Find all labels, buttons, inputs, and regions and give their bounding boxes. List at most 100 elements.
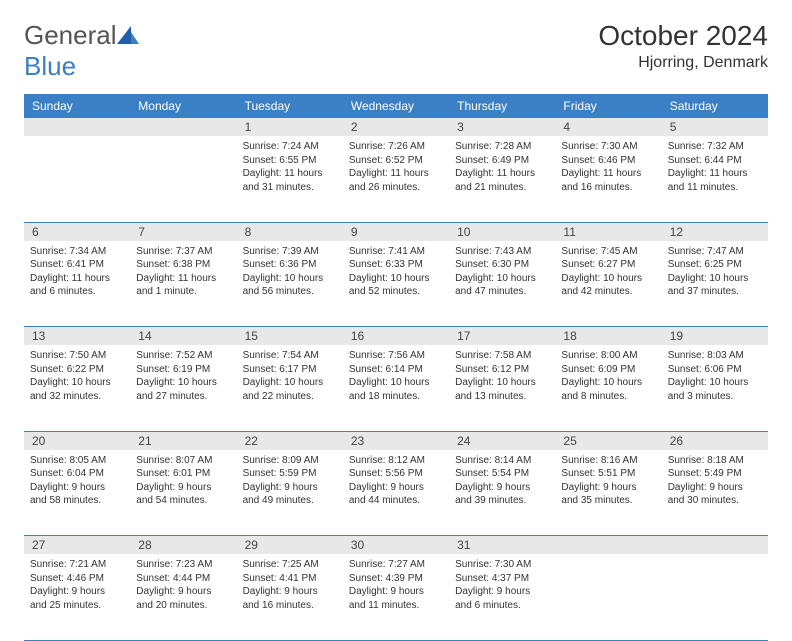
- day-cell: Sunrise: 8:18 AM Sunset: 5:49 PM Dayligh…: [662, 450, 768, 536]
- day-cell-text: Sunrise: 7:37 AM Sunset: 6:38 PM Dayligh…: [136, 245, 230, 299]
- day-number: 28: [130, 536, 236, 555]
- logo-word2: Blue: [24, 51, 76, 81]
- week-row: Sunrise: 7:24 AM Sunset: 6:55 PM Dayligh…: [24, 136, 768, 222]
- day-cell-text: Sunrise: 7:45 AM Sunset: 6:27 PM Dayligh…: [561, 245, 655, 299]
- day-header: Wednesday: [343, 94, 449, 118]
- day-cell-text: Sunrise: 8:09 AM Sunset: 5:59 PM Dayligh…: [243, 454, 337, 508]
- day-cell: Sunrise: 7:58 AM Sunset: 6:12 PM Dayligh…: [449, 345, 555, 431]
- day-cell-text: Sunrise: 7:43 AM Sunset: 6:30 PM Dayligh…: [455, 245, 549, 299]
- day-cell: Sunrise: 7:37 AM Sunset: 6:38 PM Dayligh…: [130, 241, 236, 327]
- day-number: 15: [237, 327, 343, 346]
- day-cell: Sunrise: 7:50 AM Sunset: 6:22 PM Dayligh…: [24, 345, 130, 431]
- day-number: 2: [343, 118, 449, 136]
- day-cell: Sunrise: 7:24 AM Sunset: 6:55 PM Dayligh…: [237, 136, 343, 222]
- day-cell: Sunrise: 7:26 AM Sunset: 6:52 PM Dayligh…: [343, 136, 449, 222]
- day-number: 30: [343, 536, 449, 555]
- day-header: Friday: [555, 94, 661, 118]
- day-number: 29: [237, 536, 343, 555]
- day-cell-text: Sunrise: 7:28 AM Sunset: 6:49 PM Dayligh…: [455, 140, 549, 194]
- day-cell: Sunrise: 8:00 AM Sunset: 6:09 PM Dayligh…: [555, 345, 661, 431]
- logo-word1: General: [24, 20, 117, 50]
- logo-text: GeneralBlue: [24, 20, 139, 82]
- day-cell: Sunrise: 7:30 AM Sunset: 6:46 PM Dayligh…: [555, 136, 661, 222]
- day-number: 5: [662, 118, 768, 136]
- day-cell-text: Sunrise: 7:56 AM Sunset: 6:14 PM Dayligh…: [349, 349, 443, 403]
- day-number: 24: [449, 431, 555, 450]
- logo: GeneralBlue: [24, 20, 139, 82]
- day-cell: Sunrise: 7:54 AM Sunset: 6:17 PM Dayligh…: [237, 345, 343, 431]
- day-cell-text: Sunrise: 8:07 AM Sunset: 6:01 PM Dayligh…: [136, 454, 230, 508]
- day-number: [555, 536, 661, 555]
- location: Hjorring, Denmark: [598, 54, 768, 72]
- title-block: October 2024 Hjorring, Denmark: [598, 20, 768, 72]
- day-cell: [130, 136, 236, 222]
- day-cell-text: Sunrise: 8:00 AM Sunset: 6:09 PM Dayligh…: [561, 349, 655, 403]
- day-cell: Sunrise: 7:45 AM Sunset: 6:27 PM Dayligh…: [555, 241, 661, 327]
- day-cell-text: Sunrise: 7:41 AM Sunset: 6:33 PM Dayligh…: [349, 245, 443, 299]
- day-cell-text: Sunrise: 7:32 AM Sunset: 6:44 PM Dayligh…: [668, 140, 762, 194]
- day-cell: Sunrise: 7:52 AM Sunset: 6:19 PM Dayligh…: [130, 345, 236, 431]
- day-cell: Sunrise: 7:39 AM Sunset: 6:36 PM Dayligh…: [237, 241, 343, 327]
- day-cell: Sunrise: 7:21 AM Sunset: 4:46 PM Dayligh…: [24, 554, 130, 640]
- day-number: 27: [24, 536, 130, 555]
- day-number: 6: [24, 222, 130, 241]
- day-cell-text: Sunrise: 7:39 AM Sunset: 6:36 PM Dayligh…: [243, 245, 337, 299]
- day-header: Thursday: [449, 94, 555, 118]
- day-number: [662, 536, 768, 555]
- day-number: 8: [237, 222, 343, 241]
- day-number: [130, 118, 236, 136]
- logo-triangle-icon: [117, 26, 139, 44]
- day-header: Tuesday: [237, 94, 343, 118]
- day-number: 12: [662, 222, 768, 241]
- day-cell-text: Sunrise: 8:18 AM Sunset: 5:49 PM Dayligh…: [668, 454, 762, 508]
- day-number: 26: [662, 431, 768, 450]
- day-cell: Sunrise: 7:25 AM Sunset: 4:41 PM Dayligh…: [237, 554, 343, 640]
- day-cell: Sunrise: 8:14 AM Sunset: 5:54 PM Dayligh…: [449, 450, 555, 536]
- day-number: 31: [449, 536, 555, 555]
- day-cell-text: Sunrise: 7:52 AM Sunset: 6:19 PM Dayligh…: [136, 349, 230, 403]
- day-cell-text: Sunrise: 7:30 AM Sunset: 6:46 PM Dayligh…: [561, 140, 655, 194]
- day-number: 9: [343, 222, 449, 241]
- day-cell-text: Sunrise: 7:27 AM Sunset: 4:39 PM Dayligh…: [349, 558, 443, 612]
- day-cell: Sunrise: 7:28 AM Sunset: 6:49 PM Dayligh…: [449, 136, 555, 222]
- day-cell: Sunrise: 8:05 AM Sunset: 6:04 PM Dayligh…: [24, 450, 130, 536]
- week-row: Sunrise: 8:05 AM Sunset: 6:04 PM Dayligh…: [24, 450, 768, 536]
- day-cell-text: Sunrise: 7:30 AM Sunset: 4:37 PM Dayligh…: [455, 558, 549, 612]
- day-cell: Sunrise: 8:09 AM Sunset: 5:59 PM Dayligh…: [237, 450, 343, 536]
- day-number: 21: [130, 431, 236, 450]
- day-cell-text: Sunrise: 7:21 AM Sunset: 4:46 PM Dayligh…: [30, 558, 124, 612]
- day-cell-text: Sunrise: 7:26 AM Sunset: 6:52 PM Dayligh…: [349, 140, 443, 194]
- day-number: 16: [343, 327, 449, 346]
- day-cell: Sunrise: 8:12 AM Sunset: 5:56 PM Dayligh…: [343, 450, 449, 536]
- week-row: Sunrise: 7:50 AM Sunset: 6:22 PM Dayligh…: [24, 345, 768, 431]
- day-number: 7: [130, 222, 236, 241]
- day-number: [24, 118, 130, 136]
- day-cell-text: Sunrise: 7:25 AM Sunset: 4:41 PM Dayligh…: [243, 558, 337, 612]
- day-cell-text: Sunrise: 7:50 AM Sunset: 6:22 PM Dayligh…: [30, 349, 124, 403]
- day-number-row: 12345: [24, 118, 768, 136]
- day-number: 19: [662, 327, 768, 346]
- calendar-table: Sunday Monday Tuesday Wednesday Thursday…: [24, 94, 768, 641]
- day-cell-text: Sunrise: 7:47 AM Sunset: 6:25 PM Dayligh…: [668, 245, 762, 299]
- day-number: 13: [24, 327, 130, 346]
- day-number: 3: [449, 118, 555, 136]
- day-cell: Sunrise: 7:30 AM Sunset: 4:37 PM Dayligh…: [449, 554, 555, 640]
- day-number: 11: [555, 222, 661, 241]
- day-cell: Sunrise: 7:27 AM Sunset: 4:39 PM Dayligh…: [343, 554, 449, 640]
- day-cell: Sunrise: 7:47 AM Sunset: 6:25 PM Dayligh…: [662, 241, 768, 327]
- day-cell: Sunrise: 8:07 AM Sunset: 6:01 PM Dayligh…: [130, 450, 236, 536]
- day-cell-text: Sunrise: 8:16 AM Sunset: 5:51 PM Dayligh…: [561, 454, 655, 508]
- day-number: 4: [555, 118, 661, 136]
- day-cell: [555, 554, 661, 640]
- day-number: 18: [555, 327, 661, 346]
- day-number: 20: [24, 431, 130, 450]
- day-cell: Sunrise: 7:43 AM Sunset: 6:30 PM Dayligh…: [449, 241, 555, 327]
- day-cell-text: Sunrise: 8:05 AM Sunset: 6:04 PM Dayligh…: [30, 454, 124, 508]
- day-number: 23: [343, 431, 449, 450]
- day-header: Saturday: [662, 94, 768, 118]
- day-cell-text: Sunrise: 7:34 AM Sunset: 6:41 PM Dayligh…: [30, 245, 124, 299]
- day-cell-text: Sunrise: 7:24 AM Sunset: 6:55 PM Dayligh…: [243, 140, 337, 194]
- header: GeneralBlue October 2024 Hjorring, Denma…: [24, 20, 768, 82]
- day-cell-text: Sunrise: 8:03 AM Sunset: 6:06 PM Dayligh…: [668, 349, 762, 403]
- week-row: Sunrise: 7:34 AM Sunset: 6:41 PM Dayligh…: [24, 241, 768, 327]
